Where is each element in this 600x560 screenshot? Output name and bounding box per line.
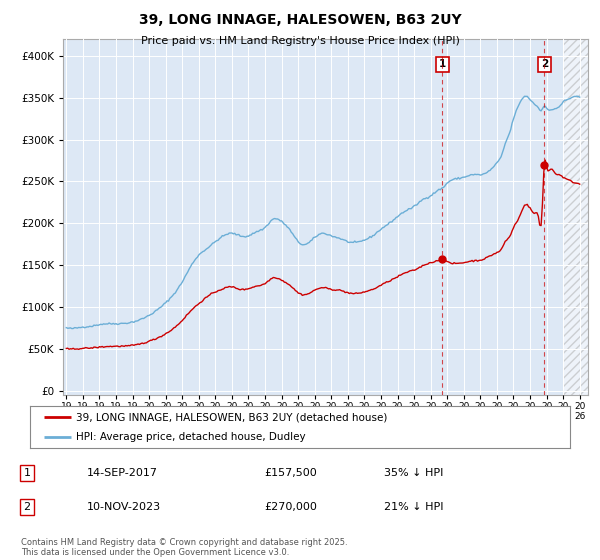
Text: 10-NOV-2023: 10-NOV-2023 (87, 502, 161, 512)
Text: 2: 2 (541, 59, 548, 69)
Text: HPI: Average price, detached house, Dudley: HPI: Average price, detached house, Dudl… (76, 432, 305, 442)
Text: Price paid vs. HM Land Registry's House Price Index (HPI): Price paid vs. HM Land Registry's House … (140, 36, 460, 46)
Bar (563, 39, 600, 395)
Text: 1: 1 (23, 468, 31, 478)
Bar (563, 39, 600, 395)
Text: 39, LONG INNAGE, HALESOWEN, B63 2UY: 39, LONG INNAGE, HALESOWEN, B63 2UY (139, 13, 461, 27)
Text: 39, LONG INNAGE, HALESOWEN, B63 2UY (detached house): 39, LONG INNAGE, HALESOWEN, B63 2UY (det… (76, 412, 387, 422)
Text: 2: 2 (23, 502, 31, 512)
Text: 14-SEP-2017: 14-SEP-2017 (87, 468, 158, 478)
Text: £270,000: £270,000 (264, 502, 317, 512)
Text: 1: 1 (439, 59, 446, 69)
Text: 35% ↓ HPI: 35% ↓ HPI (384, 468, 443, 478)
Text: Contains HM Land Registry data © Crown copyright and database right 2025.
This d: Contains HM Land Registry data © Crown c… (21, 538, 347, 557)
Text: 21% ↓ HPI: 21% ↓ HPI (384, 502, 443, 512)
Text: £157,500: £157,500 (264, 468, 317, 478)
